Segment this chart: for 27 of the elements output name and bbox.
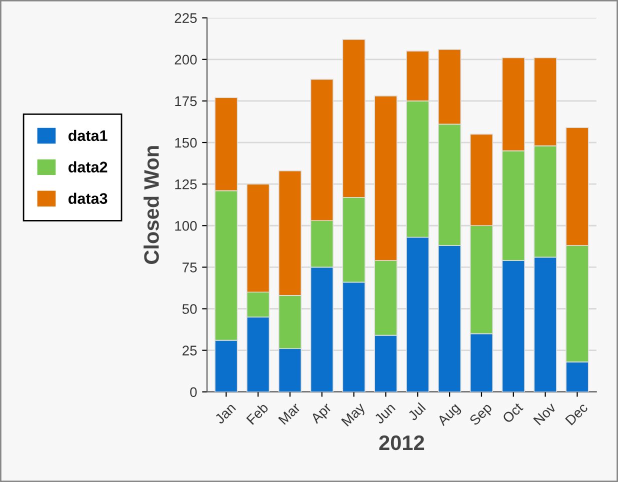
x-tick-label: Nov	[533, 402, 557, 426]
legend-label: data3	[68, 192, 108, 204]
y-tick-label: 75	[182, 262, 197, 272]
y-tick-label: 175	[175, 96, 197, 106]
x-tick-label: Feb	[246, 402, 269, 425]
x-tick-label: Jun	[374, 402, 396, 424]
x-tick-label: Apr	[310, 402, 334, 426]
y-tick-label: 125	[175, 179, 197, 190]
y-tick-label: 225	[174, 13, 197, 24]
x-tick-label: May	[341, 402, 368, 428]
x-tick-label: Oct	[502, 402, 524, 424]
legend-label: data2	[68, 161, 108, 173]
y-tick-label: 25	[182, 346, 197, 356]
y-tick-label: 200	[174, 54, 197, 65]
y-axis-title: Closed Won	[144, 146, 159, 264]
x-tick-label: Sep	[468, 402, 494, 428]
y-tick-label: 0	[190, 387, 197, 398]
y-tick-label: 150	[175, 138, 197, 148]
x-tick-label: Aug	[436, 402, 462, 428]
x-tick-label: Mar	[278, 402, 301, 425]
legend-label: data1	[68, 130, 108, 142]
x-tick-label: Jul	[406, 402, 426, 422]
x-tick-label: Dec	[565, 402, 588, 426]
y-tick-label: 50	[182, 304, 197, 314]
y-tick-label: 100	[175, 220, 197, 231]
x-tick-label: Jan	[214, 402, 236, 424]
x-axis-title: 2012	[379, 435, 424, 450]
